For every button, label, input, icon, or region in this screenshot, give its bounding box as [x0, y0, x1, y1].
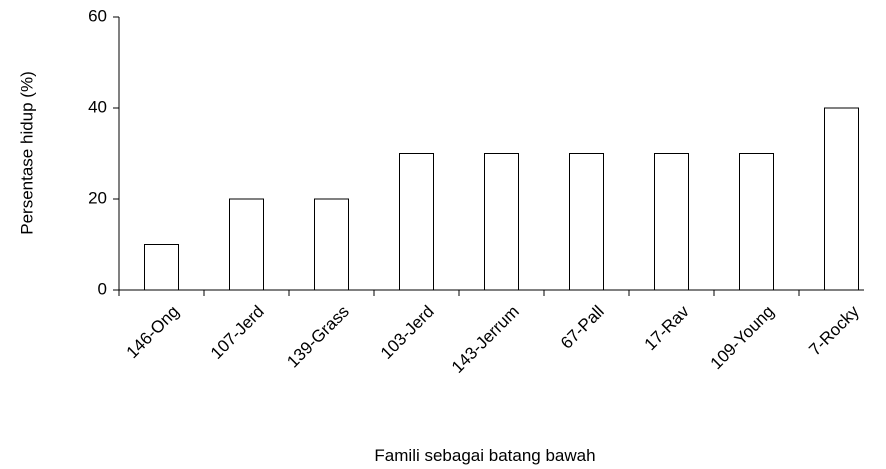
x-tick-label: 143-Jerrum [448, 302, 523, 377]
y-tick-label: 40 [88, 97, 107, 116]
x-tick-label: 146-Ong [123, 302, 183, 362]
y-tick-label: 0 [98, 279, 107, 298]
y-axis-title: Persentase hidup (%) [17, 71, 36, 234]
bar [229, 198, 264, 291]
bar [484, 153, 519, 291]
x-tick-label: 7-Rocky [805, 302, 863, 360]
x-tick-label: 103-Jerd [377, 302, 438, 363]
y-tick-label: 20 [88, 188, 107, 207]
bar [314, 198, 349, 291]
bar [569, 153, 604, 291]
x-tick-label: 139-Grass [283, 302, 353, 372]
x-tick-label: 107-Jerd [207, 302, 268, 363]
x-tick-label: 109-Young [707, 302, 778, 373]
y-tick-label: 60 [88, 6, 107, 25]
x-tick-label: 67-Pall [557, 302, 608, 353]
x-axis-title: Famili sebagai batang bawah [374, 446, 595, 465]
bar [399, 153, 434, 291]
bar [824, 107, 859, 291]
bar [739, 153, 774, 291]
bar [144, 244, 179, 291]
bar [654, 153, 689, 291]
x-tick-label: 17-Rav [641, 302, 694, 355]
